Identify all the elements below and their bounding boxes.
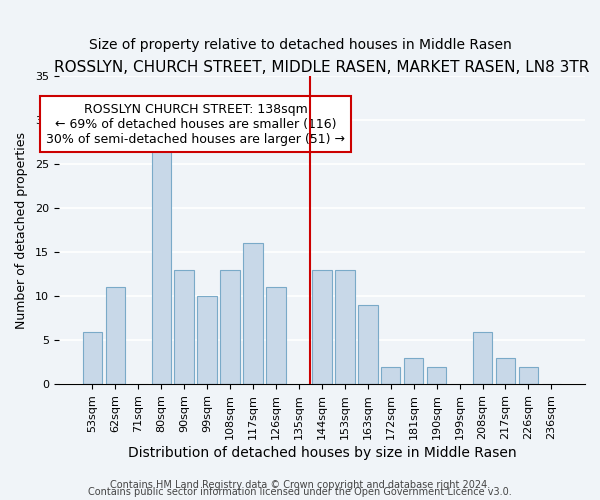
Bar	[197, 296, 217, 384]
Bar	[335, 270, 355, 384]
Bar	[404, 358, 424, 384]
Bar	[518, 366, 538, 384]
Title: ROSSLYN, CHURCH STREET, MIDDLE RASEN, MARKET RASEN, LN8 3TR: ROSSLYN, CHURCH STREET, MIDDLE RASEN, MA…	[54, 60, 590, 75]
Text: ROSSLYN CHURCH STREET: 138sqm
← 69% of detached houses are smaller (116)
30% of : ROSSLYN CHURCH STREET: 138sqm ← 69% of d…	[46, 102, 345, 146]
Bar	[152, 129, 171, 384]
Bar	[175, 270, 194, 384]
Bar	[381, 366, 400, 384]
Bar	[106, 288, 125, 384]
Text: Contains public sector information licensed under the Open Government Licence v3: Contains public sector information licen…	[88, 487, 512, 497]
Bar	[244, 244, 263, 384]
Bar	[496, 358, 515, 384]
Bar	[358, 305, 377, 384]
Bar	[83, 332, 102, 384]
Bar	[266, 288, 286, 384]
Bar	[220, 270, 240, 384]
Bar	[312, 270, 332, 384]
Bar	[473, 332, 492, 384]
Bar	[427, 366, 446, 384]
Text: Contains HM Land Registry data © Crown copyright and database right 2024.: Contains HM Land Registry data © Crown c…	[110, 480, 490, 490]
X-axis label: Distribution of detached houses by size in Middle Rasen: Distribution of detached houses by size …	[128, 446, 516, 460]
Text: Size of property relative to detached houses in Middle Rasen: Size of property relative to detached ho…	[89, 38, 511, 52]
Y-axis label: Number of detached properties: Number of detached properties	[15, 132, 28, 329]
